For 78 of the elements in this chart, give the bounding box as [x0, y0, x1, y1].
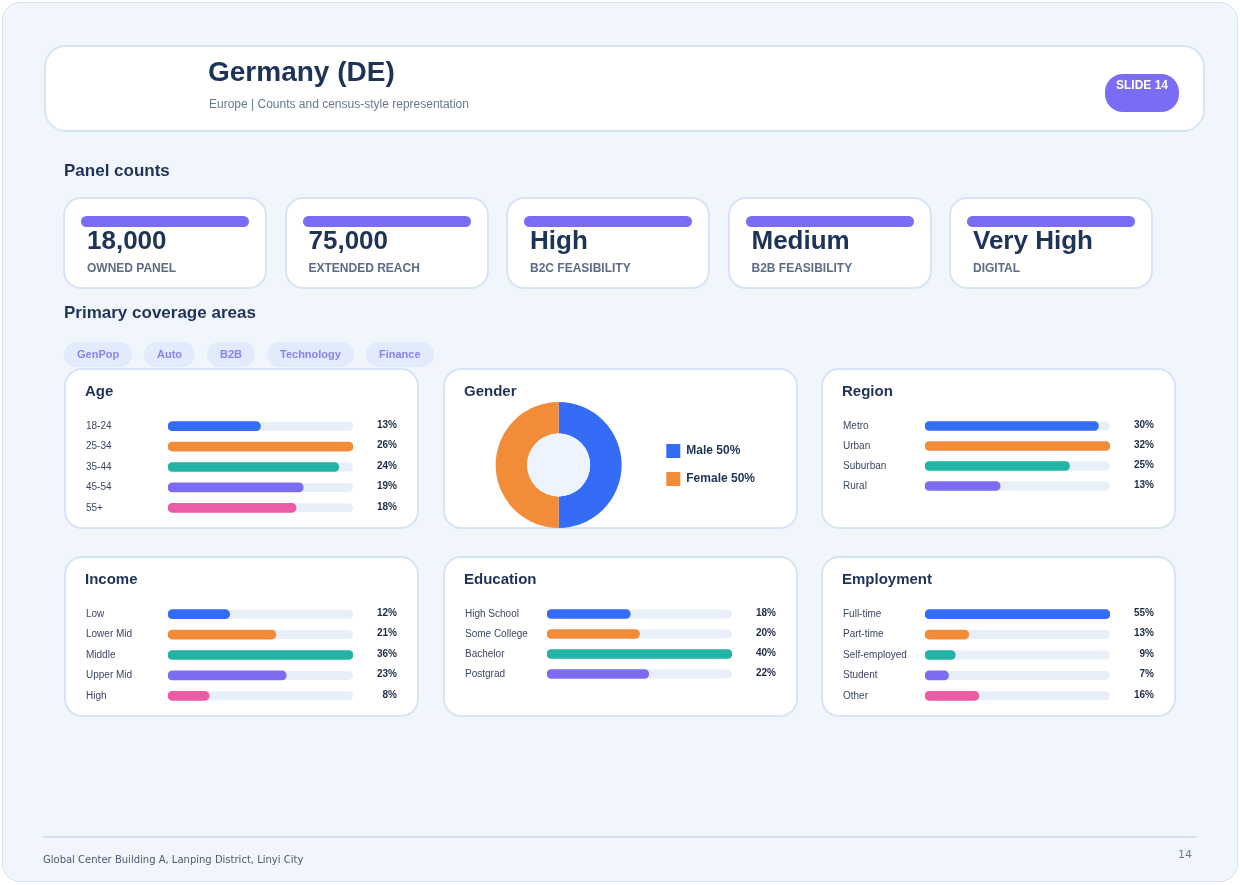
- chart-title: Region: [842, 382, 893, 399]
- data-label: 19%: [376, 480, 398, 492]
- chart-title: Income: [85, 570, 138, 587]
- text: Panel counts: [64, 161, 170, 181]
- y-tick-label: 35-44: [86, 460, 113, 472]
- text: 18,000: [87, 225, 167, 256]
- data-label: 32%: [1133, 438, 1155, 450]
- chart-title: Education: [464, 570, 537, 587]
- text: Finance: [366, 342, 434, 367]
- data-label: 8%: [382, 688, 398, 700]
- data-label: 40%: [755, 646, 777, 658]
- data-label: 30%: [1133, 418, 1155, 430]
- y-tick-label: Postgrad: [465, 667, 506, 679]
- text: Auto: [144, 342, 196, 367]
- text: B2C FEASIBILITY: [530, 261, 631, 275]
- text: SLIDE 14: [1104, 74, 1179, 112]
- y-tick-label: Self-employed: [843, 648, 907, 660]
- data-label: 13%: [1133, 478, 1155, 490]
- y-tick-label: 55+: [86, 501, 104, 513]
- text: 14: [1178, 848, 1192, 861]
- y-tick-label: 45-54: [86, 481, 113, 493]
- y-tick-label: Middle: [86, 648, 116, 660]
- text: Technology: [267, 342, 354, 367]
- y-tick-label: Full-time: [843, 607, 882, 619]
- data-label: 24%: [376, 459, 398, 471]
- text: Primary coverage areas: [64, 303, 256, 323]
- legend-label: Male 50%: [686, 443, 741, 458]
- text: Very High: [973, 225, 1093, 256]
- data-label: 20%: [755, 626, 777, 638]
- data-label: 23%: [376, 668, 398, 680]
- text: B2B: [207, 342, 256, 367]
- text: DIGITAL: [973, 261, 1021, 275]
- y-tick-label: Part-time: [843, 628, 884, 640]
- y-tick-label: Bachelor: [465, 647, 506, 659]
- y-tick-label: 18-24: [86, 419, 113, 431]
- y-tick-label: Other: [843, 689, 869, 701]
- data-label: 22%: [755, 666, 777, 678]
- data-label: 13%: [1133, 627, 1155, 639]
- data-label: 7%: [1139, 668, 1155, 680]
- data-label: 36%: [376, 647, 398, 659]
- data-label: 13%: [376, 418, 398, 430]
- bar: [925, 629, 970, 640]
- text: High: [530, 225, 588, 256]
- y-tick-label: Metro: [843, 419, 869, 431]
- data-label: 12%: [376, 606, 398, 618]
- y-tick-label: Some College: [465, 627, 529, 639]
- y-tick-label: 25-34: [86, 440, 113, 452]
- legend-label: Female 50%: [686, 471, 756, 486]
- chart-title: Employment: [842, 570, 933, 587]
- y-tick-label: Lower Mid: [86, 628, 133, 640]
- text: Global Center Building A, Lanping District, Linyi City: [43, 854, 304, 865]
- y-tick-label: High: [86, 689, 107, 701]
- text: Medium: [751, 225, 850, 256]
- y-tick-label: Student: [843, 669, 878, 681]
- text: OWNED PANEL: [87, 261, 177, 275]
- chart-title: Age: [85, 382, 114, 399]
- data-label: 55%: [1133, 606, 1155, 618]
- data-label: 25%: [1133, 458, 1155, 470]
- text: EXTENDED REACH: [308, 261, 420, 275]
- text: B2B FEASIBILITY: [751, 261, 853, 275]
- data-label: 9%: [1139, 647, 1155, 659]
- chart-title: Gender: [464, 382, 517, 399]
- bar: [168, 690, 210, 701]
- text: Europe | Counts and census-style representation: [209, 97, 469, 111]
- y-tick-label: Low: [86, 607, 106, 619]
- data-label: 26%: [376, 439, 398, 451]
- data-label: 18%: [376, 500, 398, 512]
- y-tick-label: Rural: [843, 479, 867, 491]
- y-tick-label: Upper Mid: [86, 669, 133, 681]
- y-tick-label: Suburban: [843, 459, 887, 471]
- y-tick-label: High School: [465, 607, 519, 619]
- y-tick-label: Urban: [843, 439, 871, 451]
- text: 75,000: [308, 225, 389, 256]
- text: Germany (DE): [208, 56, 395, 88]
- data-label: 16%: [1133, 688, 1155, 700]
- data-label: 18%: [755, 606, 777, 618]
- data-label: 21%: [376, 627, 398, 639]
- text: GenPop: [64, 342, 133, 367]
